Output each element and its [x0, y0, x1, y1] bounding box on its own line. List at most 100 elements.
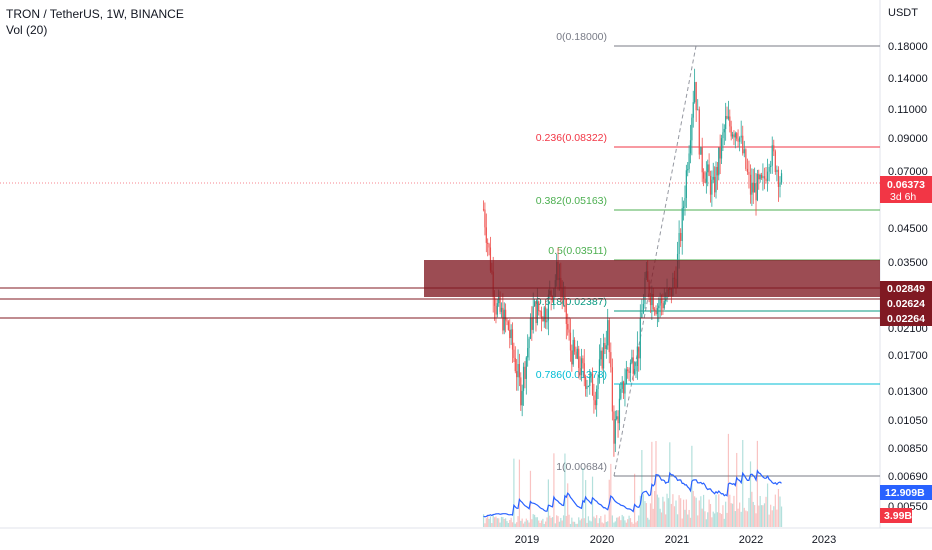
volume-bar [689, 517, 692, 527]
volume-bar [485, 518, 487, 527]
volume-bar [518, 459, 521, 527]
fib-label-05: 0.5(0.03511) [548, 245, 607, 257]
volume-bar [528, 522, 530, 527]
candle-body [495, 305, 497, 315]
candle-body [655, 310, 657, 315]
candle-body [766, 171, 769, 182]
price-axis[interactable]: USDT 0.18000 0.14000 0.11000 0.09000 0.0… [880, 7, 932, 523]
volume-bar [624, 520, 626, 527]
volume-bar [560, 517, 562, 527]
volume-bar [569, 523, 572, 527]
candle-body [651, 293, 653, 306]
volume-bar [758, 505, 760, 527]
candle-body [516, 371, 518, 378]
volume-bar [742, 439, 744, 527]
volume-bar [524, 521, 526, 527]
volume-bar [642, 494, 645, 527]
candle-body [755, 183, 757, 201]
volume-bar [709, 503, 712, 527]
candle-body [712, 176, 714, 180]
price-tick: 0.09000 [888, 133, 928, 145]
volume-bar [638, 515, 640, 527]
volume-bar [597, 523, 599, 527]
volume-ma-line [483, 469, 782, 518]
fib-retracement[interactable]: 0(0.18000) 0.236(0.08322) 0.382(0.05163)… [536, 31, 880, 477]
volume-indicator-title[interactable]: Vol (20) [6, 23, 48, 37]
volume-bar [585, 480, 587, 527]
volume-bar [755, 513, 757, 527]
volume-bar [708, 499, 710, 527]
candle-body [743, 149, 745, 154]
volume-bar [695, 497, 697, 527]
candle-body [681, 208, 683, 241]
candle-body [707, 164, 709, 173]
volume-bar [614, 521, 616, 527]
volume-bar [676, 514, 679, 527]
volume-bar [715, 494, 717, 527]
time-tick: 2019 [515, 534, 539, 546]
volume-bar [627, 519, 629, 527]
volume-bar [589, 520, 591, 527]
candle-body [576, 348, 578, 359]
volume-bar [550, 517, 552, 527]
candle-body [536, 301, 538, 324]
resistance-zone[interactable] [424, 260, 880, 297]
price-tick: 0.11000 [888, 104, 927, 116]
candle-body [518, 363, 521, 378]
candle-body [734, 133, 736, 138]
candle-body [597, 377, 599, 390]
candle-body [564, 296, 566, 300]
volume-bar [751, 491, 753, 527]
candle-body [733, 134, 735, 138]
level-tag-1 [880, 281, 932, 296]
candle-body [511, 329, 514, 350]
candle-body [482, 209, 485, 211]
time-tick: 2021 [665, 534, 689, 546]
candle-body [538, 301, 540, 312]
volume-bar [607, 521, 609, 527]
volume-bar [488, 518, 490, 527]
volume-bar [632, 523, 634, 527]
candle-body [730, 126, 732, 137]
volume-bar [644, 501, 646, 527]
volume-bar [568, 514, 570, 527]
volume-bar [701, 508, 703, 527]
fib-label-1: 1(0.00684) [556, 461, 607, 473]
candle-body [514, 357, 516, 372]
candle-body [719, 147, 721, 159]
candle-body [754, 183, 756, 193]
volume-bar [593, 516, 595, 527]
volume-bar [628, 515, 630, 527]
volume-bar [549, 515, 551, 527]
volume-bar [629, 518, 632, 527]
candle-body [720, 138, 723, 159]
volume-bar [663, 501, 665, 527]
candle-body [580, 358, 583, 376]
chart-header: TRON / TetherUS, 1W, BINANCE Vol (20) [6, 6, 184, 38]
fib-label-0236: 0.236(0.08322) [536, 132, 607, 144]
volume-bar [736, 452, 738, 527]
volume-bar [729, 494, 731, 527]
candle-body [777, 169, 780, 187]
volume-bar [700, 496, 702, 527]
volume-bar [525, 518, 527, 527]
candle-body [575, 351, 577, 359]
candle-body [596, 389, 598, 406]
fib-label-0: 0(0.18000) [556, 31, 607, 43]
candle-body [487, 242, 489, 244]
price-tick: 0.03500 [888, 257, 928, 269]
candle-body [589, 376, 591, 387]
time-axis[interactable]: 2019 2020 2021 2022 2023 [515, 534, 836, 546]
symbol-title[interactable]: TRON / TetherUS, 1W, BINANCE [6, 7, 184, 21]
volume-bar [779, 496, 781, 527]
candle-body [698, 109, 700, 155]
volume-bar [655, 441, 657, 527]
candle-body [745, 149, 747, 169]
candle-body [746, 168, 748, 172]
candle-body [628, 371, 630, 373]
volume-bar [759, 496, 761, 527]
volume-bar [723, 518, 725, 527]
volume-bar [498, 518, 500, 527]
volume-bar [768, 514, 770, 527]
